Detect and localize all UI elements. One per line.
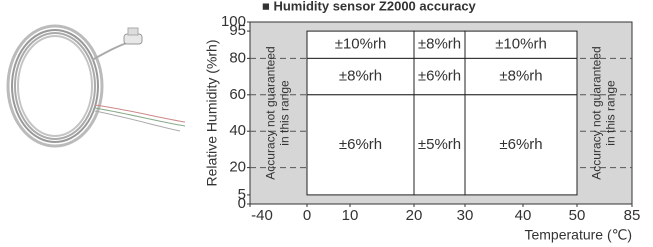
x-tick-label: 10 xyxy=(342,207,359,224)
x-tick-label: 30 xyxy=(457,207,474,224)
region-label: ±5%rh xyxy=(418,136,461,153)
region-label: ±6%rh xyxy=(418,68,461,85)
note-text: Accuracy not guaranteed xyxy=(264,46,278,179)
y-tick-label: 60 xyxy=(229,86,246,103)
note-text: in this range xyxy=(604,80,618,146)
y-tick-label: 20 xyxy=(229,159,246,176)
region-label: ±8%rh xyxy=(339,68,382,85)
page: ■ Humidity sensor Z2000 accuracy ±10%rh ±… xyxy=(0,0,653,247)
region-label: ±8%rh xyxy=(499,68,542,85)
x-tick-label: 0 xyxy=(303,207,311,224)
x-tick-label: -40 xyxy=(251,207,273,224)
x-tick-label: 85 xyxy=(624,207,641,224)
region-label: ±10%rh xyxy=(495,36,547,53)
y-tick-label: 100 xyxy=(221,13,246,30)
x-axis-label: Temperature (℃) xyxy=(524,227,632,243)
y-axis-label: Relative Humidity (%rh) xyxy=(204,39,220,186)
region-label: ±10%rh xyxy=(335,36,387,53)
note-text: in this range xyxy=(278,80,292,146)
region-label: ±6%rh xyxy=(499,136,542,153)
y-tick-label: 40 xyxy=(229,122,246,139)
x-tick-label: 50 xyxy=(569,207,586,224)
sensor-image xyxy=(8,26,185,146)
figure: ■ Humidity sensor Z2000 accuracy ±10%rh ±… xyxy=(0,0,653,247)
region-label: ±6%rh xyxy=(339,136,382,153)
x-tick-label: 20 xyxy=(406,207,423,224)
x-tick-label: 40 xyxy=(515,207,532,224)
region-label: ±8%rh xyxy=(418,36,461,53)
note-text: Accuracy not guaranteed xyxy=(590,46,604,179)
y-tick-label: 5 xyxy=(238,186,246,203)
chart-title: ■ Humidity sensor Z2000 accuracy xyxy=(262,0,477,13)
y-tick-label: 80 xyxy=(229,49,246,66)
